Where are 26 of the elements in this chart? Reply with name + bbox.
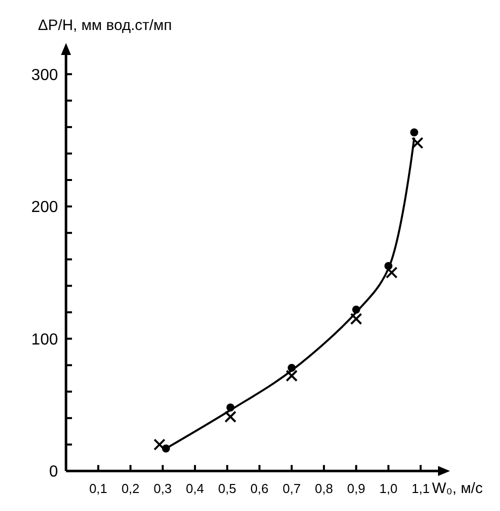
- x-tick-label: 1,0: [379, 481, 398, 496]
- x-tick-label: 0,4: [186, 481, 204, 496]
- point: [226, 404, 234, 412]
- x-tick-label: 0,2: [121, 481, 140, 496]
- x-axis-title: W₀, м/с: [432, 480, 484, 497]
- point: [286, 370, 298, 382]
- point: [154, 438, 166, 451]
- x-tick-label: 1,1: [412, 481, 430, 496]
- point: [410, 128, 418, 136]
- point: [288, 364, 296, 372]
- y-axis-title: ΔP/H, мм вод.ст/мп: [38, 17, 172, 34]
- point: [224, 410, 236, 423]
- x-tick-label: 0,6: [250, 481, 268, 496]
- y-tick-label: 300: [31, 66, 58, 84]
- y-tick-label: 200: [31, 199, 58, 216]
- point: [350, 312, 362, 325]
- point: [352, 306, 360, 314]
- x-tick-label: 0,8: [314, 481, 333, 496]
- x-tick-label: 0,3: [154, 481, 172, 496]
- x-tick-label: 0,1: [89, 481, 108, 496]
- x-tick-label: 0,7: [282, 481, 301, 496]
- point: [386, 266, 398, 279]
- y-tick-label: 0: [49, 464, 58, 481]
- x-tick-label: 0,9: [347, 481, 366, 496]
- y-tick-label: 100: [31, 331, 58, 348]
- x-tick-label: 0,5: [218, 481, 236, 496]
